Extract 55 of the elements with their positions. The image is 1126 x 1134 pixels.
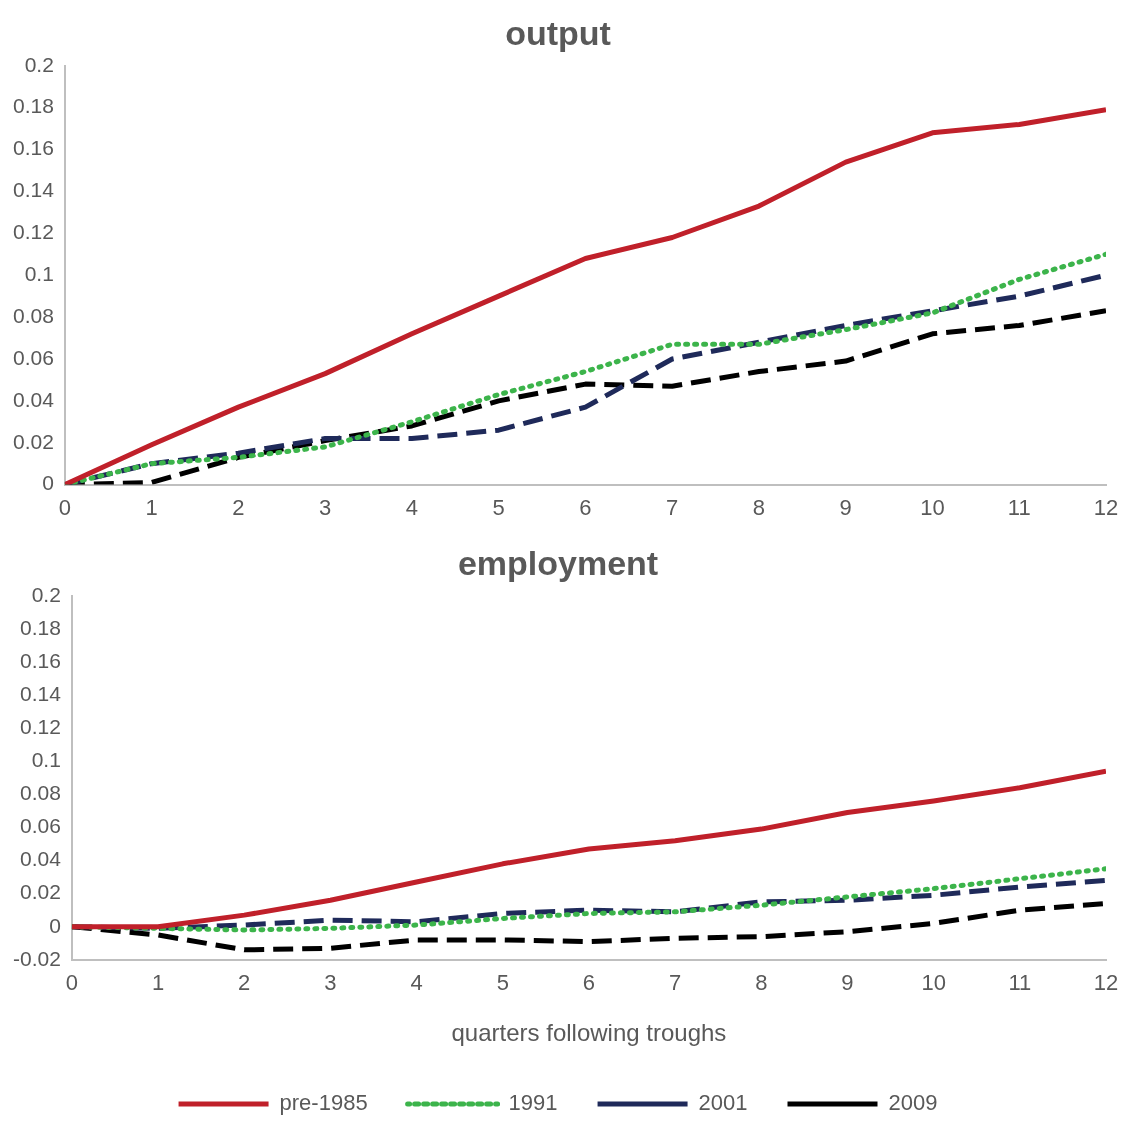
x-tick-label: 1 (151, 970, 165, 996)
chart-title: employment (457, 543, 659, 582)
y-tick-label: 0.04 (19, 847, 62, 871)
x-tick-label: 12 (1093, 970, 1119, 996)
x-tick-label: 9 (841, 970, 854, 996)
y-tick-label: 0 (49, 913, 61, 937)
x-tick-label: 7 (668, 970, 682, 996)
y-tick-label: 0.1 (24, 262, 54, 285)
y-tick-label: 0.12 (19, 714, 61, 738)
y-tick-label: 0.1 (31, 748, 61, 772)
x-tick-label: 4 (405, 494, 419, 520)
legend-label: 2001 (698, 1090, 748, 1116)
y-tick-label: -0.02 (12, 946, 61, 970)
y-tick-label: 0.08 (19, 781, 61, 805)
x-tick-label: 2 (232, 494, 245, 520)
x-tick-label: 6 (582, 970, 596, 996)
x-tick-label: 12 (1093, 494, 1119, 520)
y-tick-label: 0.06 (13, 345, 54, 369)
y-tick-label: 0.18 (19, 615, 61, 639)
x-tick-label: 3 (319, 494, 332, 520)
y-tick-label: 0.08 (13, 303, 54, 327)
y-tick-label: 0.16 (19, 648, 61, 672)
y-tick-label: 0.16 (13, 136, 54, 160)
chart-title: output (505, 13, 611, 52)
x-tick-label: 5 (496, 970, 509, 996)
x-tick-label: 7 (666, 494, 679, 520)
x-tick-label: 9 (839, 494, 852, 520)
x-axis-title: quarters following troughs (451, 1019, 727, 1047)
y-tick-label: 0.14 (19, 681, 62, 705)
x-tick-label: 8 (755, 970, 768, 996)
y-tick-label: 0.12 (13, 220, 54, 244)
y-tick-label: 0.06 (19, 814, 61, 838)
y-tick-label: 0.02 (13, 429, 54, 453)
x-tick-label: 1 (145, 494, 158, 520)
x-tick-label: 8 (752, 494, 766, 520)
y-tick-label: 0 (42, 471, 54, 495)
x-tick-label: 2 (238, 970, 251, 996)
x-tick-label: 11 (1008, 970, 1032, 996)
x-tick-label: 10 (920, 494, 945, 520)
legend-label: 1991 (508, 1090, 558, 1116)
y-tick-label: 0.2 (24, 52, 54, 76)
y-tick-label: 0.2 (31, 582, 61, 606)
x-tick-label: 11 (1007, 494, 1031, 520)
x-tick-label: 5 (492, 494, 505, 520)
x-tick-label: 0 (65, 970, 78, 996)
legend-label: 2009 (888, 1090, 938, 1116)
y-tick-label: 0.14 (13, 178, 55, 202)
y-tick-label: 0.02 (19, 880, 61, 904)
y-tick-label: 0.18 (13, 94, 54, 118)
x-tick-label: 4 (410, 970, 423, 996)
x-tick-label: 6 (579, 494, 592, 520)
x-tick-label: 3 (324, 970, 337, 996)
x-tick-label: 10 (921, 970, 946, 996)
y-tick-label: 0.04 (13, 387, 55, 411)
legend-label: pre-1985 (279, 1090, 368, 1116)
